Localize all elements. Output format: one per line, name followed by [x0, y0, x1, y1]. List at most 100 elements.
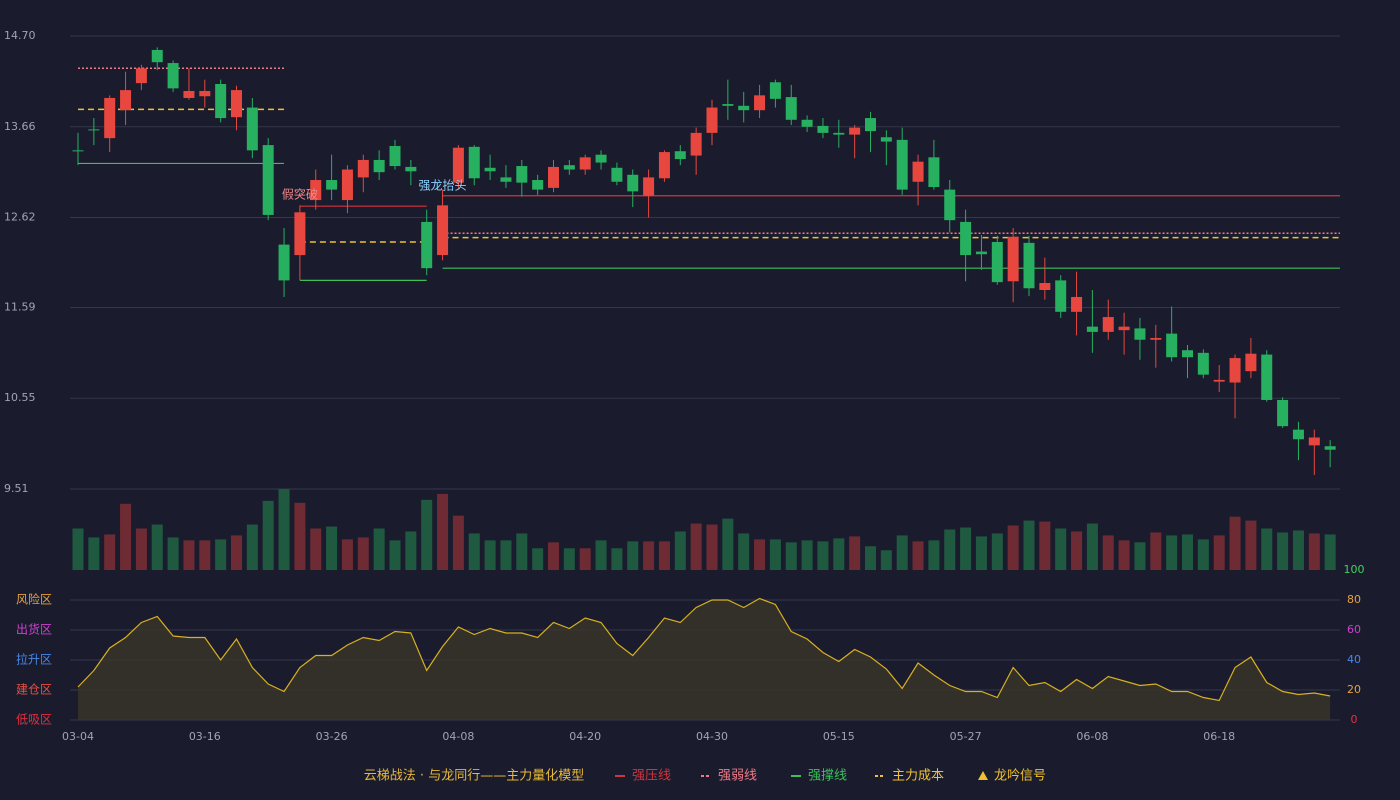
volume-bar	[643, 541, 655, 570]
candle-body	[1102, 317, 1114, 332]
candle-body	[833, 132, 845, 135]
volume-bar	[1245, 520, 1257, 570]
candle-body	[1245, 353, 1257, 372]
candle-body	[706, 107, 718, 133]
volume-bar	[468, 533, 480, 570]
indicator-area	[78, 598, 1331, 720]
volume-bar	[975, 536, 987, 570]
candle-body	[1277, 399, 1289, 427]
volume-bar	[1007, 525, 1019, 570]
candle-body	[262, 145, 274, 215]
x-tick-label: 04-08	[442, 730, 474, 743]
candle-body	[880, 137, 892, 142]
volume-bar	[104, 534, 116, 570]
volume-bar	[1055, 528, 1067, 570]
volume-bar	[120, 503, 132, 570]
candle-body	[928, 157, 940, 187]
candle-body	[1308, 437, 1320, 446]
candle-body	[310, 180, 322, 201]
volume-bar	[1039, 521, 1051, 570]
candle-body	[500, 177, 512, 182]
candle-body	[595, 154, 607, 163]
volume-bar	[912, 541, 924, 570]
legend-label: 龙吟信号	[994, 768, 1046, 784]
candle-body	[183, 90, 195, 98]
candle-body	[199, 90, 211, 97]
candle-body	[1023, 242, 1035, 289]
candle-body	[437, 205, 449, 256]
volume-bar	[1166, 535, 1178, 570]
volume-bar	[373, 528, 385, 570]
legend-title: 云梯战法 · 与龙同行——主力量化模型	[364, 769, 584, 784]
volume-bar	[516, 533, 528, 570]
volume-bar	[944, 529, 956, 570]
candle-body	[1213, 379, 1225, 382]
candle-body	[167, 63, 179, 89]
candle-body	[373, 159, 385, 173]
volume-bar	[215, 539, 227, 570]
volume-bar	[690, 523, 702, 570]
volume-bar	[1102, 535, 1114, 570]
candle-body	[1086, 326, 1098, 332]
candle-body	[991, 241, 1003, 283]
x-tick-label: 05-15	[823, 730, 855, 743]
candle-body	[357, 159, 369, 178]
candle-body	[912, 161, 924, 182]
volume-bar	[1213, 535, 1225, 570]
candle-body	[785, 97, 797, 120]
candle-body	[579, 157, 591, 170]
volume-bar	[1023, 520, 1035, 570]
candle-body	[278, 244, 290, 281]
y2-tick-label: 0	[1351, 713, 1358, 726]
volume-bar	[437, 493, 449, 570]
annotation: 假突破	[282, 186, 318, 201]
candle-body	[104, 97, 116, 139]
candle-body	[975, 251, 987, 255]
x-tick-label: 04-30	[696, 730, 728, 743]
zone-label: 风险区	[16, 592, 52, 607]
volume-bar	[183, 540, 195, 570]
candle-body	[1007, 236, 1019, 282]
candle-body	[1292, 429, 1304, 440]
legend-label: 强弱线	[718, 769, 757, 784]
volume-bar	[658, 541, 670, 570]
candle-body	[468, 146, 480, 179]
candle-body	[896, 139, 908, 190]
x-tick-label: 06-18	[1203, 730, 1235, 743]
candle-body	[1261, 354, 1273, 400]
candle-body	[1055, 280, 1067, 312]
candle-body	[326, 180, 338, 190]
candle-body	[1071, 296, 1083, 312]
volume-bar	[1197, 539, 1209, 570]
volume-bar	[595, 540, 607, 570]
candle-body	[516, 166, 528, 183]
volume-bar	[326, 526, 338, 570]
candle-body	[817, 125, 829, 133]
legend-label: 主力成本	[892, 769, 944, 784]
volume-bar	[928, 540, 940, 570]
volume-bar	[548, 542, 559, 570]
candle-body	[674, 151, 686, 160]
candle-body	[658, 152, 670, 179]
indicator-line	[77, 597, 1331, 702]
y-tick-label: 13.66	[4, 120, 36, 133]
x-tick-label: 03-16	[189, 730, 221, 743]
volume-bar	[405, 531, 417, 570]
volume-bar	[801, 540, 813, 570]
candle-body	[135, 68, 147, 84]
y-tick-label: 9.51	[4, 482, 29, 495]
zone-label: 出货区	[16, 622, 52, 637]
annotation: 强龙抬头	[419, 179, 467, 193]
volume-bar	[769, 539, 781, 570]
y2-tick-label: 60	[1347, 623, 1361, 636]
candle-body	[484, 167, 496, 172]
candle-body	[548, 166, 559, 188]
volume-bar	[833, 538, 845, 570]
volume-bar	[1134, 542, 1146, 570]
candle-body	[960, 221, 972, 256]
volume-bar	[151, 524, 163, 570]
x-tick-label: 06-08	[1076, 730, 1108, 743]
volume-bar	[1277, 532, 1289, 570]
volume-bar	[1229, 516, 1241, 570]
